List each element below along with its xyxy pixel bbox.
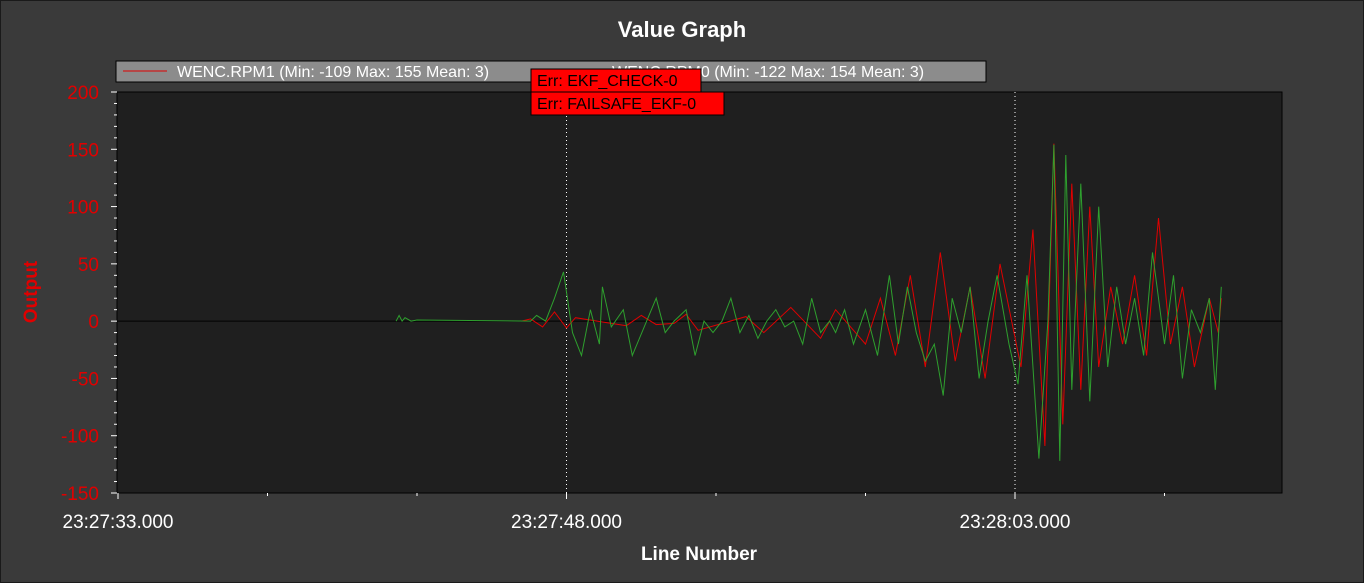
- x-axis-label: Line Number: [641, 544, 758, 565]
- y-tick-labels: 200 150 100 50 0 -50 -100 -150: [61, 83, 99, 505]
- y-tick-label: -100: [61, 427, 99, 448]
- annotation-failsafe-ekf: Err: FAILSAFE_EKF-0: [537, 96, 696, 113]
- chart-title: Value Graph: [618, 17, 746, 42]
- y-tick-label: -150: [61, 484, 99, 505]
- series-line-rpm0[interactable]: [395, 144, 1222, 461]
- x-tick-labels: 23:27:33.000 23:27:48.000 23:28:03.000: [63, 512, 1071, 533]
- axis-ticks: [111, 91, 1165, 499]
- annotation-failsafe-ekf-box: [530, 91, 725, 116]
- legend-entry-rpm1[interactable]: WENC.RPM1 (Min: -109 Max: 155 Mean: 3): [177, 64, 489, 81]
- x-tick-label: 23:27:33.000: [63, 512, 174, 533]
- y-tick-label: 50: [78, 255, 99, 276]
- annotation-ekf-check: Err: EKF_CHECK-0: [537, 73, 678, 90]
- error-annotation[interactable]: Err: EKF_CHECK-0 Err: FAILSAFE_EKF-0: [530, 68, 725, 116]
- plot-area[interactable]: [116, 91, 1283, 494]
- x-tick-label: 23:27:48.000: [511, 512, 622, 533]
- series-line-rpm1[interactable]: [521, 143, 1222, 447]
- y-tick-label: 100: [67, 198, 99, 219]
- y-tick-label: 200: [67, 83, 99, 104]
- y-tick-label: -50: [72, 369, 99, 390]
- y-tick-label: 150: [67, 140, 99, 161]
- y-tick-label: 0: [88, 312, 99, 333]
- y-axis-label: Output: [21, 260, 42, 323]
- series-layer: [395, 143, 1222, 461]
- x-tick-label: 23:28:03.000: [960, 512, 1071, 533]
